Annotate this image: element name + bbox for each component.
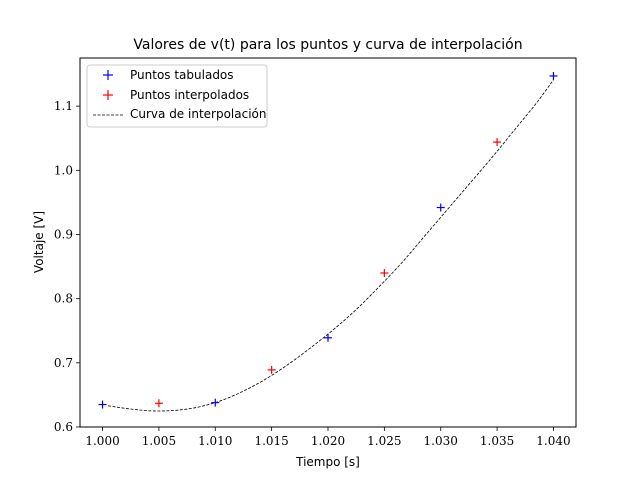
legend-label-curve: Curva de interpolación	[130, 107, 267, 121]
interpolation-curve	[108, 79, 554, 412]
x-tick-label: 1.030	[424, 434, 458, 448]
interpolated-point-marker	[154, 399, 163, 408]
tabulated-point-marker	[436, 203, 445, 212]
y-tick-label: 0.8	[54, 292, 73, 306]
legend-box	[86, 64, 268, 128]
legend-label-interpolated: Puntos interpolados	[130, 88, 249, 102]
legend-entry-curve: Curva de interpolación	[93, 107, 267, 121]
tabulated-point-marker	[324, 333, 332, 342]
legend-entry-tabulated: Puntos tabulados	[103, 68, 234, 82]
y-axis-label: Voltaje [V]	[32, 211, 46, 273]
x-tick-label: 1.015	[254, 434, 288, 448]
y-tick-label: 1.0	[54, 163, 73, 177]
y-tick-label: 0.6	[54, 420, 73, 434]
legend-entry-interpolated: Puntos interpolados	[103, 88, 249, 102]
interpolated-point-marker	[493, 138, 502, 147]
chart-title: Valores de v(t) para los puntos y curva …	[133, 37, 522, 53]
x-tick-label: 1.005	[142, 434, 176, 448]
y-tick-label: 0.9	[54, 227, 73, 241]
x-tick-label: 1.000	[85, 434, 119, 448]
y-tick-label: 0.7	[54, 356, 73, 370]
legend: Puntos tabulados Puntos interpolados Cur…	[86, 64, 268, 128]
tabulated-point-marker	[98, 400, 107, 409]
x-tick-label: 1.020	[311, 434, 345, 448]
x-tick-label: 1.010	[198, 434, 232, 448]
interpolated-point-marker	[267, 365, 276, 374]
y-tick-label: 1.1	[54, 99, 73, 113]
interpolation-curve-layer	[108, 79, 554, 412]
legend-label-tabulated: Puntos tabulados	[130, 68, 234, 82]
tabulated-point-marker	[211, 398, 220, 407]
x-axis-label: Tiempo [s]	[295, 455, 360, 469]
interpolated-point-marker	[380, 268, 389, 277]
x-tick-label: 1.040	[536, 434, 570, 448]
x-tick-label: 1.025	[367, 434, 401, 448]
x-axis-ticks: 1.000 1.005 1.010 1.015 1.020 1.025 1.030 1.035…	[85, 427, 571, 448]
marker-layer	[98, 71, 558, 409]
x-tick-label: 1.035	[480, 434, 514, 448]
y-axis-ticks: 0.6 0.7 0.8 0.9 1.0 1.1	[54, 99, 80, 434]
tabulated-point-marker	[549, 71, 558, 80]
